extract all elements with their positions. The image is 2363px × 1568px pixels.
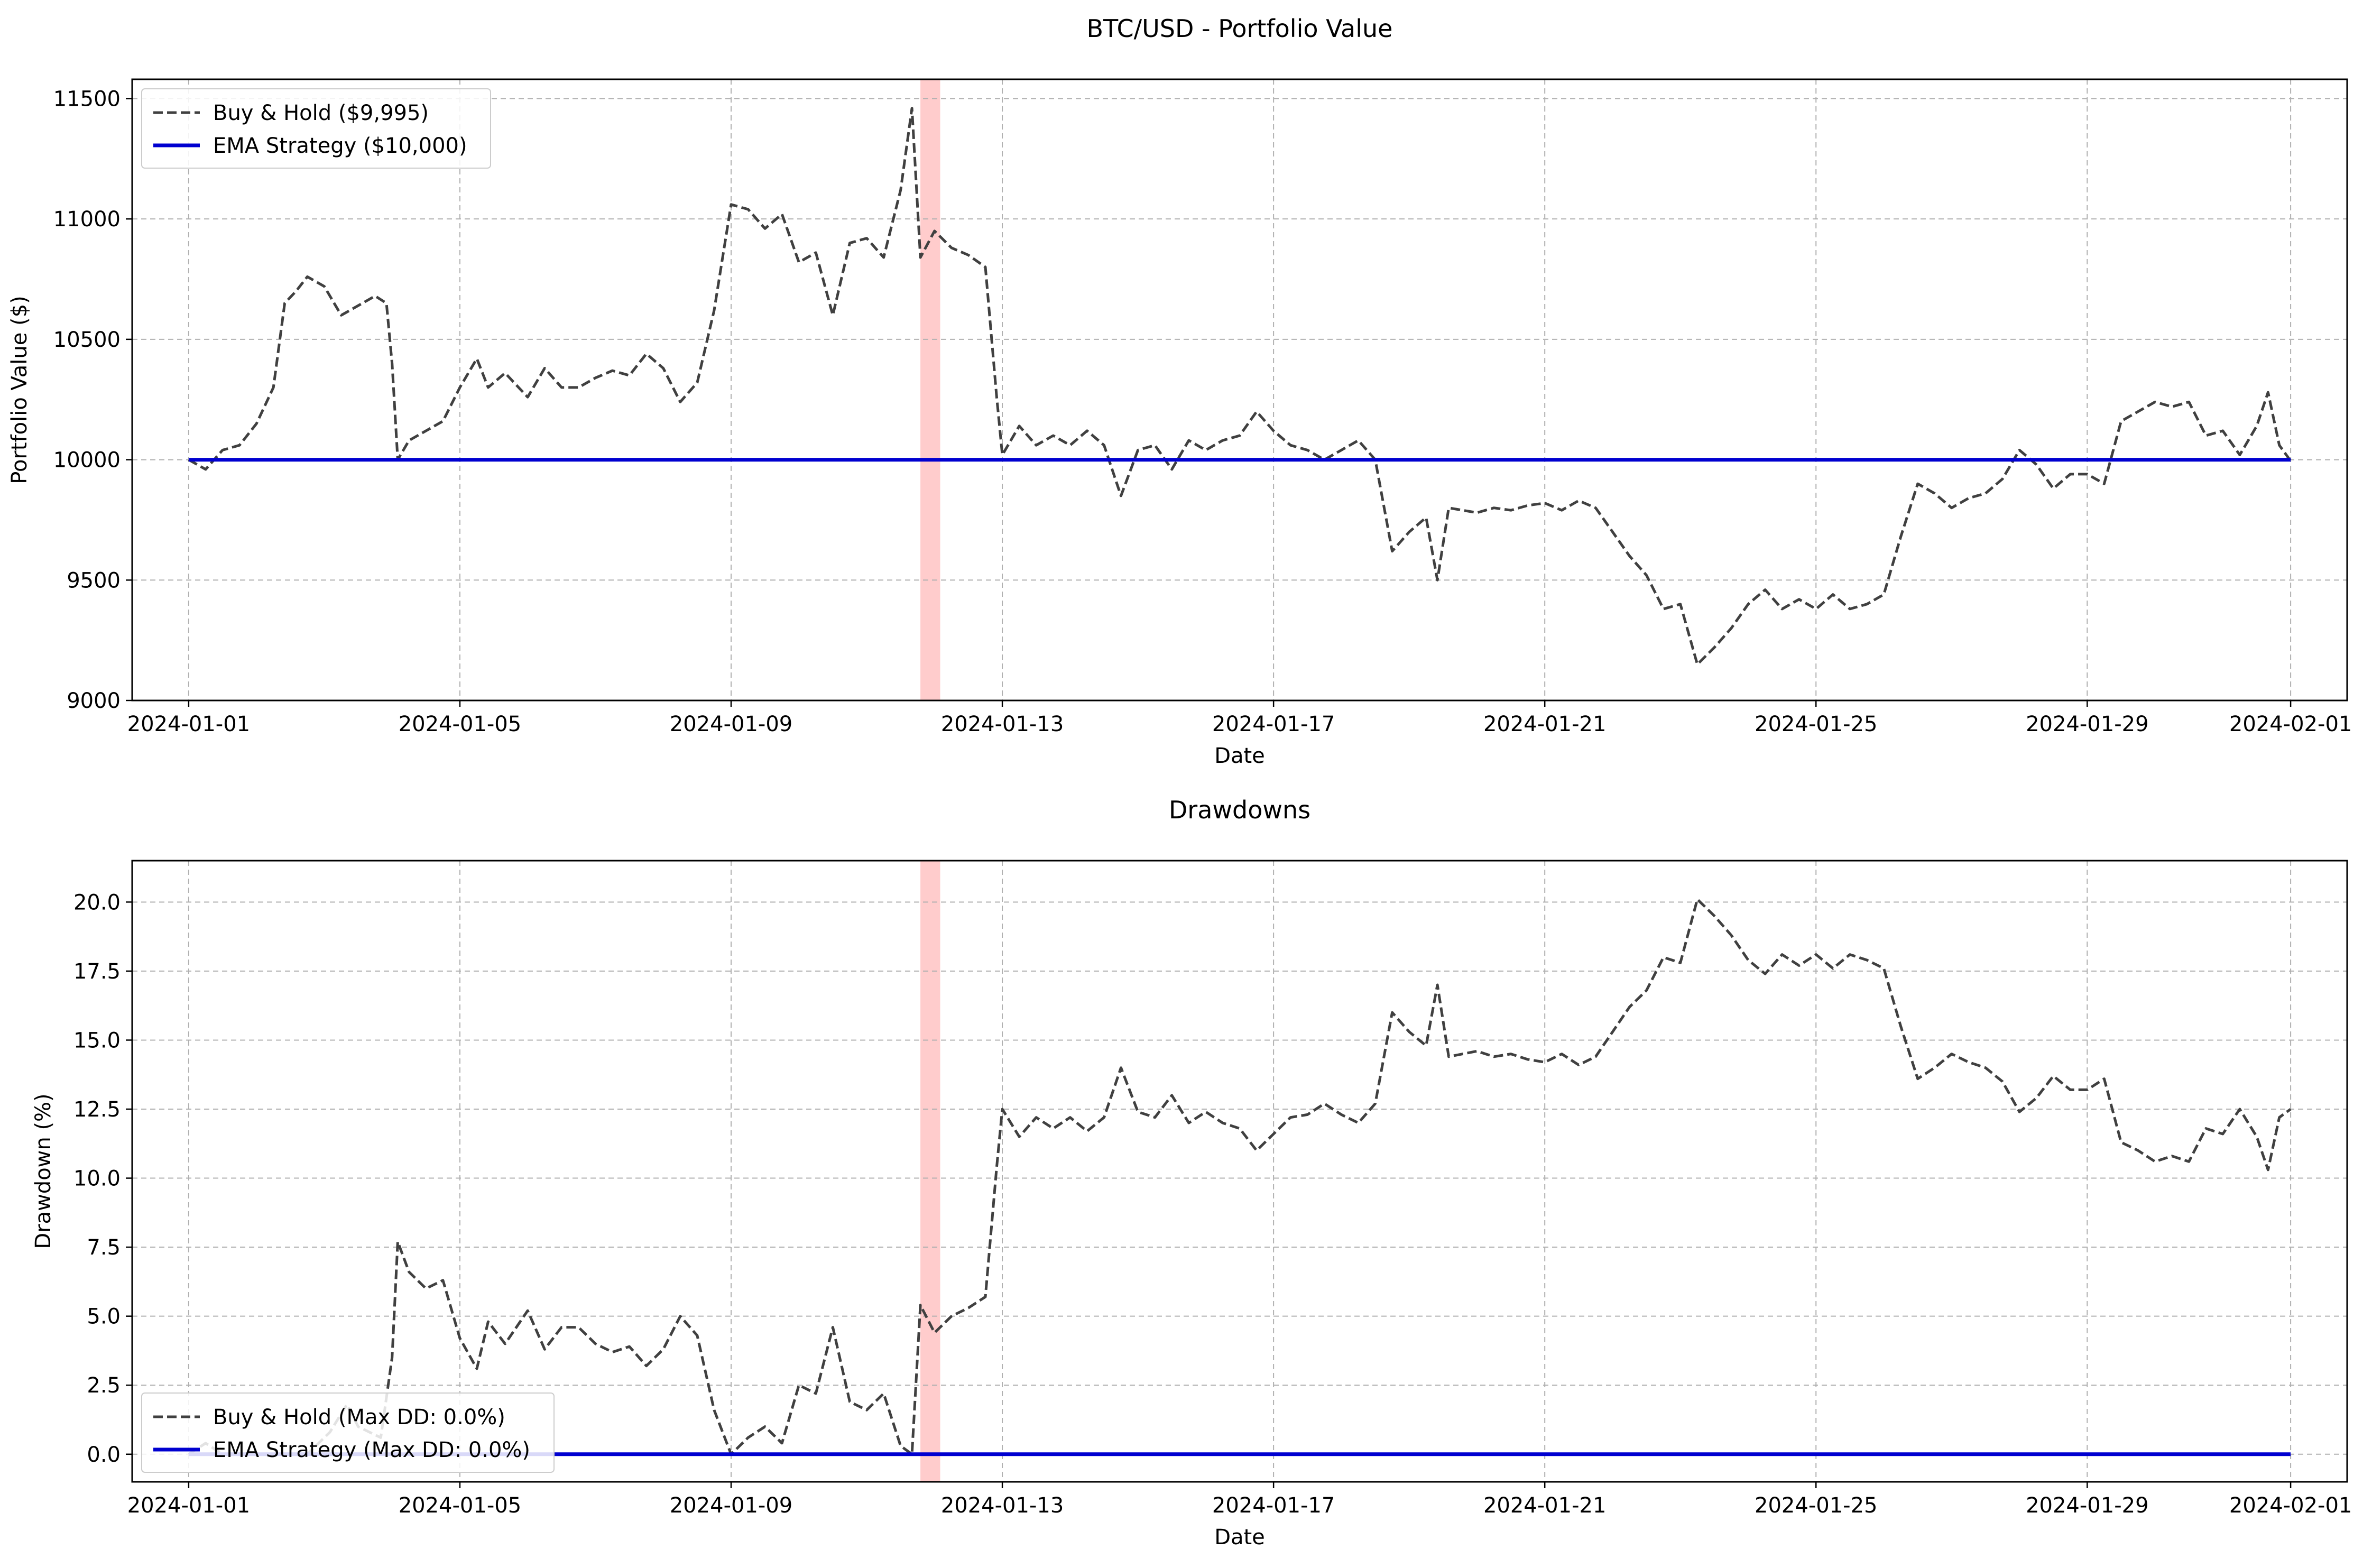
x-tick-label: 2024-01-01 — [127, 1493, 250, 1518]
x-tick-label: 2024-01-09 — [670, 712, 792, 736]
legend-box — [141, 1392, 555, 1473]
x-tick-label: 2024-01-17 — [1212, 712, 1335, 736]
x-tick-label: 2024-01-05 — [399, 1493, 521, 1518]
legend: Buy & Hold ($9,995) EMA Strategy ($10,00… — [141, 88, 491, 169]
highlight-span — [920, 79, 940, 700]
x-tick-label: 2024-01-21 — [1483, 712, 1606, 736]
y-tick-label: 11500 — [53, 87, 121, 111]
axes-frame — [131, 78, 2348, 702]
y-tick-label: 9500 — [67, 568, 121, 593]
legend-label-buy-hold: Buy & Hold (Max DD: 0.0%) — [213, 1405, 505, 1429]
x-axis-label: Date — [1214, 1525, 1265, 1549]
y-axis-label: Drawdown (%) — [31, 1093, 56, 1249]
x-tick-label: 2024-01-25 — [1755, 712, 1877, 736]
y-tick-label: 10000 — [53, 448, 121, 473]
x-tick-label: 2024-01-13 — [941, 1493, 1064, 1518]
x-tick-label: 2024-02-01 — [2229, 1493, 2352, 1518]
x-tick-label: 2024-01-29 — [2026, 1493, 2148, 1518]
highlight-span — [920, 861, 940, 1482]
legend-label-ema-strategy: EMA Strategy (Max DD: 0.0%) — [213, 1438, 530, 1462]
y-axis-ticks: 0.0 2.5 5.0 7.5 10.0 12.5 15.0 17.5 20.0 — [73, 890, 132, 1467]
series-line-buy-hold — [188, 898, 2292, 1456]
y-tick-label: 7.5 — [87, 1235, 121, 1260]
portfolio-value-chart: 2024-01-01 2024-01-05 2024-01-09 2024-01-13… — [7, 14, 2352, 768]
x-tick-label: 2024-01-21 — [1483, 1493, 1606, 1518]
highlight-span-rect — [920, 861, 940, 1482]
x-tick-label: 2024-01-13 — [941, 712, 1064, 736]
x-axis-label: Date — [1214, 744, 1265, 768]
y-tick-label: 9000 — [67, 689, 121, 713]
x-tick-label: 2024-01-05 — [399, 712, 521, 736]
gridlines — [132, 861, 2347, 1482]
drawdowns-chart: 2024-01-01 2024-01-05 2024-01-09 2024-01-13… — [31, 796, 2352, 1549]
chart-title: BTC/USD - Portfolio Value — [1087, 14, 1393, 43]
legend-label-ema-strategy: EMA Strategy ($10,000) — [213, 134, 467, 158]
legend-box — [141, 88, 491, 169]
y-tick-label: 15.0 — [73, 1028, 121, 1053]
x-tick-label: 2024-01-01 — [127, 712, 250, 736]
x-tick-label: 2024-02-01 — [2229, 712, 2352, 736]
y-tick-label: 12.5 — [73, 1097, 121, 1122]
legend-label-buy-hold: Buy & Hold ($9,995) — [213, 101, 429, 125]
y-axis-ticks: 9000 9500 10000 10500 11000 11500 — [53, 87, 132, 713]
series-line-buy-hold — [188, 107, 2292, 666]
x-tick-label: 2024-01-09 — [670, 1493, 792, 1518]
y-tick-label: 11000 — [53, 207, 121, 232]
y-tick-label: 10500 — [53, 328, 121, 352]
legend: Buy & Hold (Max DD: 0.0%) EMA Strategy (… — [141, 1392, 555, 1473]
y-tick-label: 17.5 — [73, 960, 121, 984]
series-group — [188, 107, 2292, 666]
y-tick-label: 20.0 — [73, 890, 121, 915]
x-axis-ticks: 2024-01-01 2024-01-05 2024-01-09 2024-01-13… — [127, 1482, 2352, 1518]
y-tick-label: 2.5 — [87, 1373, 121, 1398]
x-tick-label: 2024-01-25 — [1755, 1493, 1877, 1518]
y-axis-label: Portfolio Value ($) — [7, 296, 32, 484]
x-axis-ticks: 2024-01-01 2024-01-05 2024-01-09 2024-01-13… — [127, 700, 2352, 736]
y-tick-label: 5.0 — [87, 1305, 121, 1329]
y-tick-label: 10.0 — [73, 1167, 121, 1191]
y-tick-label: 0.0 — [87, 1443, 121, 1467]
x-tick-label: 2024-01-17 — [1212, 1493, 1335, 1518]
axes-frame — [131, 860, 2348, 1483]
x-tick-label: 2024-01-29 — [2026, 712, 2148, 736]
chart-title: Drawdowns — [1169, 796, 1310, 824]
highlight-span-rect — [920, 79, 940, 700]
